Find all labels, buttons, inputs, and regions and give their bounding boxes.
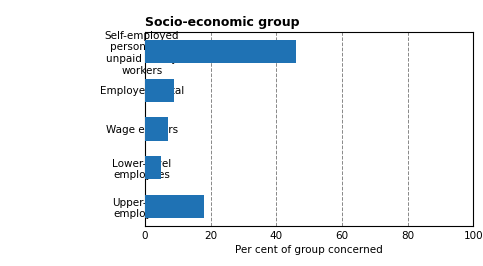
Bar	[145, 117, 168, 141]
Bar	[145, 156, 161, 180]
X-axis label: Per cent of group concerned: Per cent of group concerned	[235, 245, 383, 255]
Text: Socio-economic group: Socio-economic group	[145, 16, 299, 29]
Bar	[145, 195, 204, 218]
Bar	[145, 78, 174, 102]
Bar	[145, 40, 296, 63]
